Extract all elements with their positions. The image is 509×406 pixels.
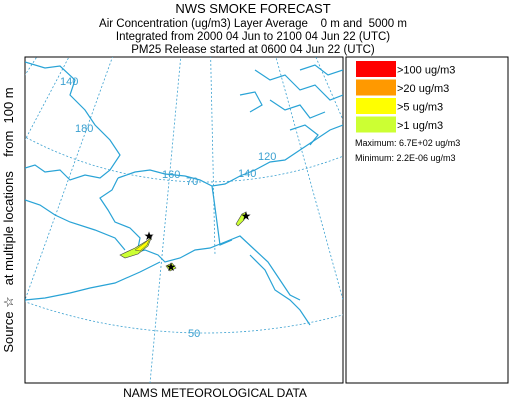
legend: >100 ug/m3 >20 ug/m3 >5 ug/m3 >1 ug/m3 (356, 61, 455, 133)
subtitle: PM25 Release started at 0600 04 Jun 22 (… (131, 44, 375, 56)
legend-min: Minimum: 2.2E-06 ug/m3 (355, 153, 456, 163)
grid-label: 140 (60, 76, 78, 88)
legend-swatch (356, 98, 396, 114)
side-label: Source ☆ at multiple locations from 100 … (1, 87, 16, 352)
svg-text:★: ★ (241, 209, 252, 223)
legend-label: >5 ug/m3 (397, 102, 443, 114)
legend-label: >100 ug/m3 (397, 65, 455, 77)
legend-swatch (356, 79, 396, 96)
legend-swatch (356, 61, 396, 77)
footer: NAMS METEOROLOGICAL DATA (123, 386, 307, 400)
legend-swatch (356, 116, 396, 133)
coastlines (25, 61, 343, 326)
grid-label: 50 (188, 328, 200, 340)
source-stars: ★ ★ ★ (144, 209, 252, 274)
svg-text:★: ★ (144, 229, 155, 243)
graticule (25, 57, 343, 383)
map-frame (24, 56, 344, 384)
map: ★ ★ ★ 140 180 160 70 140 120 50 (25, 57, 343, 383)
subtitle: Integrated from 2000 04 Jun to 2100 04 J… (116, 31, 390, 43)
grid-label: 140 (238, 168, 256, 180)
smoke-plumes (119, 211, 247, 272)
grid-label: 160 (162, 169, 180, 181)
legend-label: >1 ug/m3 (397, 120, 443, 132)
grid-label: 180 (75, 123, 93, 135)
subtitle: Air Concentration (ug/m3) Layer Average … (99, 18, 407, 30)
legend-label: >20 ug/m3 (397, 83, 449, 95)
svg-text:★: ★ (166, 260, 177, 274)
title: NWS SMOKE FORECAST (175, 1, 330, 16)
grid-label: 70 (186, 176, 198, 188)
grid-label: 120 (258, 151, 276, 163)
legend-max: Maximum: 6.7E+02 ug/m3 (355, 138, 460, 148)
